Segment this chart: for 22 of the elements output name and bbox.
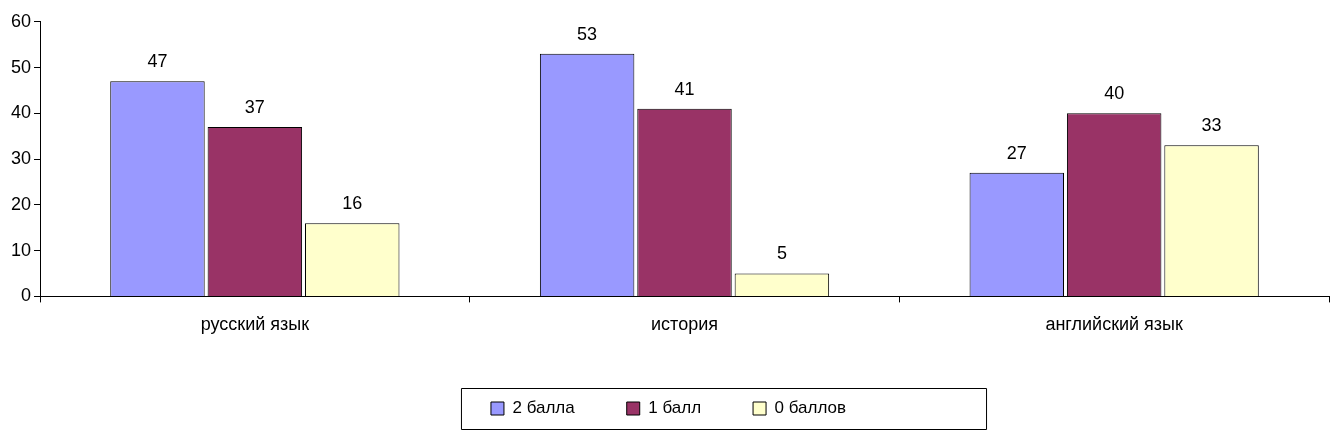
- data-label: 5: [776, 243, 787, 264]
- x-tick-label: русский язык: [200, 314, 310, 335]
- data-label: 37: [244, 97, 265, 118]
- y-tick-label: 40: [10, 102, 32, 123]
- data-label: 33: [1201, 115, 1222, 136]
- y-tick-label: 50: [10, 56, 32, 77]
- data-label: 47: [147, 51, 168, 72]
- x-tick-label: английский язык: [1045, 314, 1184, 335]
- legend-label: 0 баллов: [774, 398, 847, 418]
- data-label: 53: [577, 23, 598, 44]
- y-tick-label: 0: [21, 285, 32, 306]
- data-label: 40: [1104, 83, 1125, 104]
- data-label: 27: [1006, 142, 1027, 163]
- y-tick-label: 10: [10, 239, 32, 260]
- legend-label: 1 балл: [648, 398, 702, 418]
- y-tick-label: 20: [10, 193, 32, 214]
- y-tick-label: 60: [10, 10, 32, 31]
- data-label: 16: [342, 193, 363, 214]
- x-tick-label: история: [651, 314, 718, 335]
- legend-label: 2 балла: [512, 398, 576, 418]
- y-tick-label: 30: [10, 148, 32, 169]
- data-label: 41: [674, 78, 695, 99]
